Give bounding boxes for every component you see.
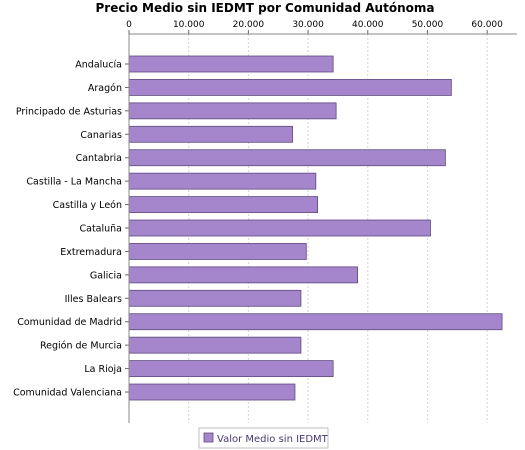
category-label: La Rioja	[84, 364, 122, 375]
bar	[128, 243, 307, 260]
category-label: Comunidad de Madrid	[17, 317, 122, 328]
x-tick-label: 60.000	[471, 20, 503, 30]
x-axis-ticks: 0 10.000 20.000 30.000 40.000 50.000 60.000	[126, 20, 503, 34]
bar	[128, 289, 302, 307]
category-label: Cantabria	[76, 153, 122, 164]
x-tick-label: 30.000	[292, 20, 324, 30]
category-label: Cataluña	[79, 224, 122, 235]
category-label: Castilla y León	[53, 200, 122, 211]
category-label: Región de Murcia	[40, 341, 122, 352]
bar	[128, 149, 446, 167]
x-tick-label: 50.000	[412, 20, 444, 30]
category-label: Andalucía	[75, 60, 122, 71]
bar	[128, 336, 302, 354]
bar	[128, 55, 334, 73]
category-label: Castilla - La Mancha	[26, 177, 122, 188]
x-tick-label: 40.000	[352, 20, 384, 30]
legend-swatch	[203, 432, 214, 443]
bar	[128, 79, 452, 96]
bar	[128, 172, 317, 190]
bar	[128, 125, 293, 143]
category-label: Principado de Asturias	[16, 106, 122, 117]
x-tick-label: 20.000	[233, 20, 265, 30]
bar	[128, 383, 296, 401]
gridlines	[188, 34, 488, 423]
category-label: Canarias	[80, 130, 122, 141]
bars	[128, 55, 503, 401]
bar	[128, 102, 337, 120]
bar	[128, 313, 503, 331]
category-label: Illes Balears	[65, 294, 122, 305]
bar	[128, 219, 431, 237]
bar	[128, 266, 359, 284]
bar	[128, 360, 334, 377]
legend: Valor Medio sin IEDMT	[198, 427, 329, 449]
category-label: Aragón	[88, 83, 122, 94]
chart-title: Precio Medio sin IEDMT por Comunidad Aut…	[96, 1, 435, 15]
legend-box	[198, 427, 329, 449]
category-label: Comunidad Valenciana	[13, 388, 122, 399]
x-tick-label: 0	[126, 20, 132, 30]
x-tick-label: 10.000	[173, 20, 205, 30]
category-labels: Andalucía Aragón Principado de Asturias Can…	[13, 60, 129, 399]
category-label: Galicia	[90, 270, 122, 281]
category-label: Extremadura	[60, 247, 122, 258]
legend-label: Valor Medio sin IEDMT	[217, 434, 329, 445]
bar	[128, 196, 319, 213]
